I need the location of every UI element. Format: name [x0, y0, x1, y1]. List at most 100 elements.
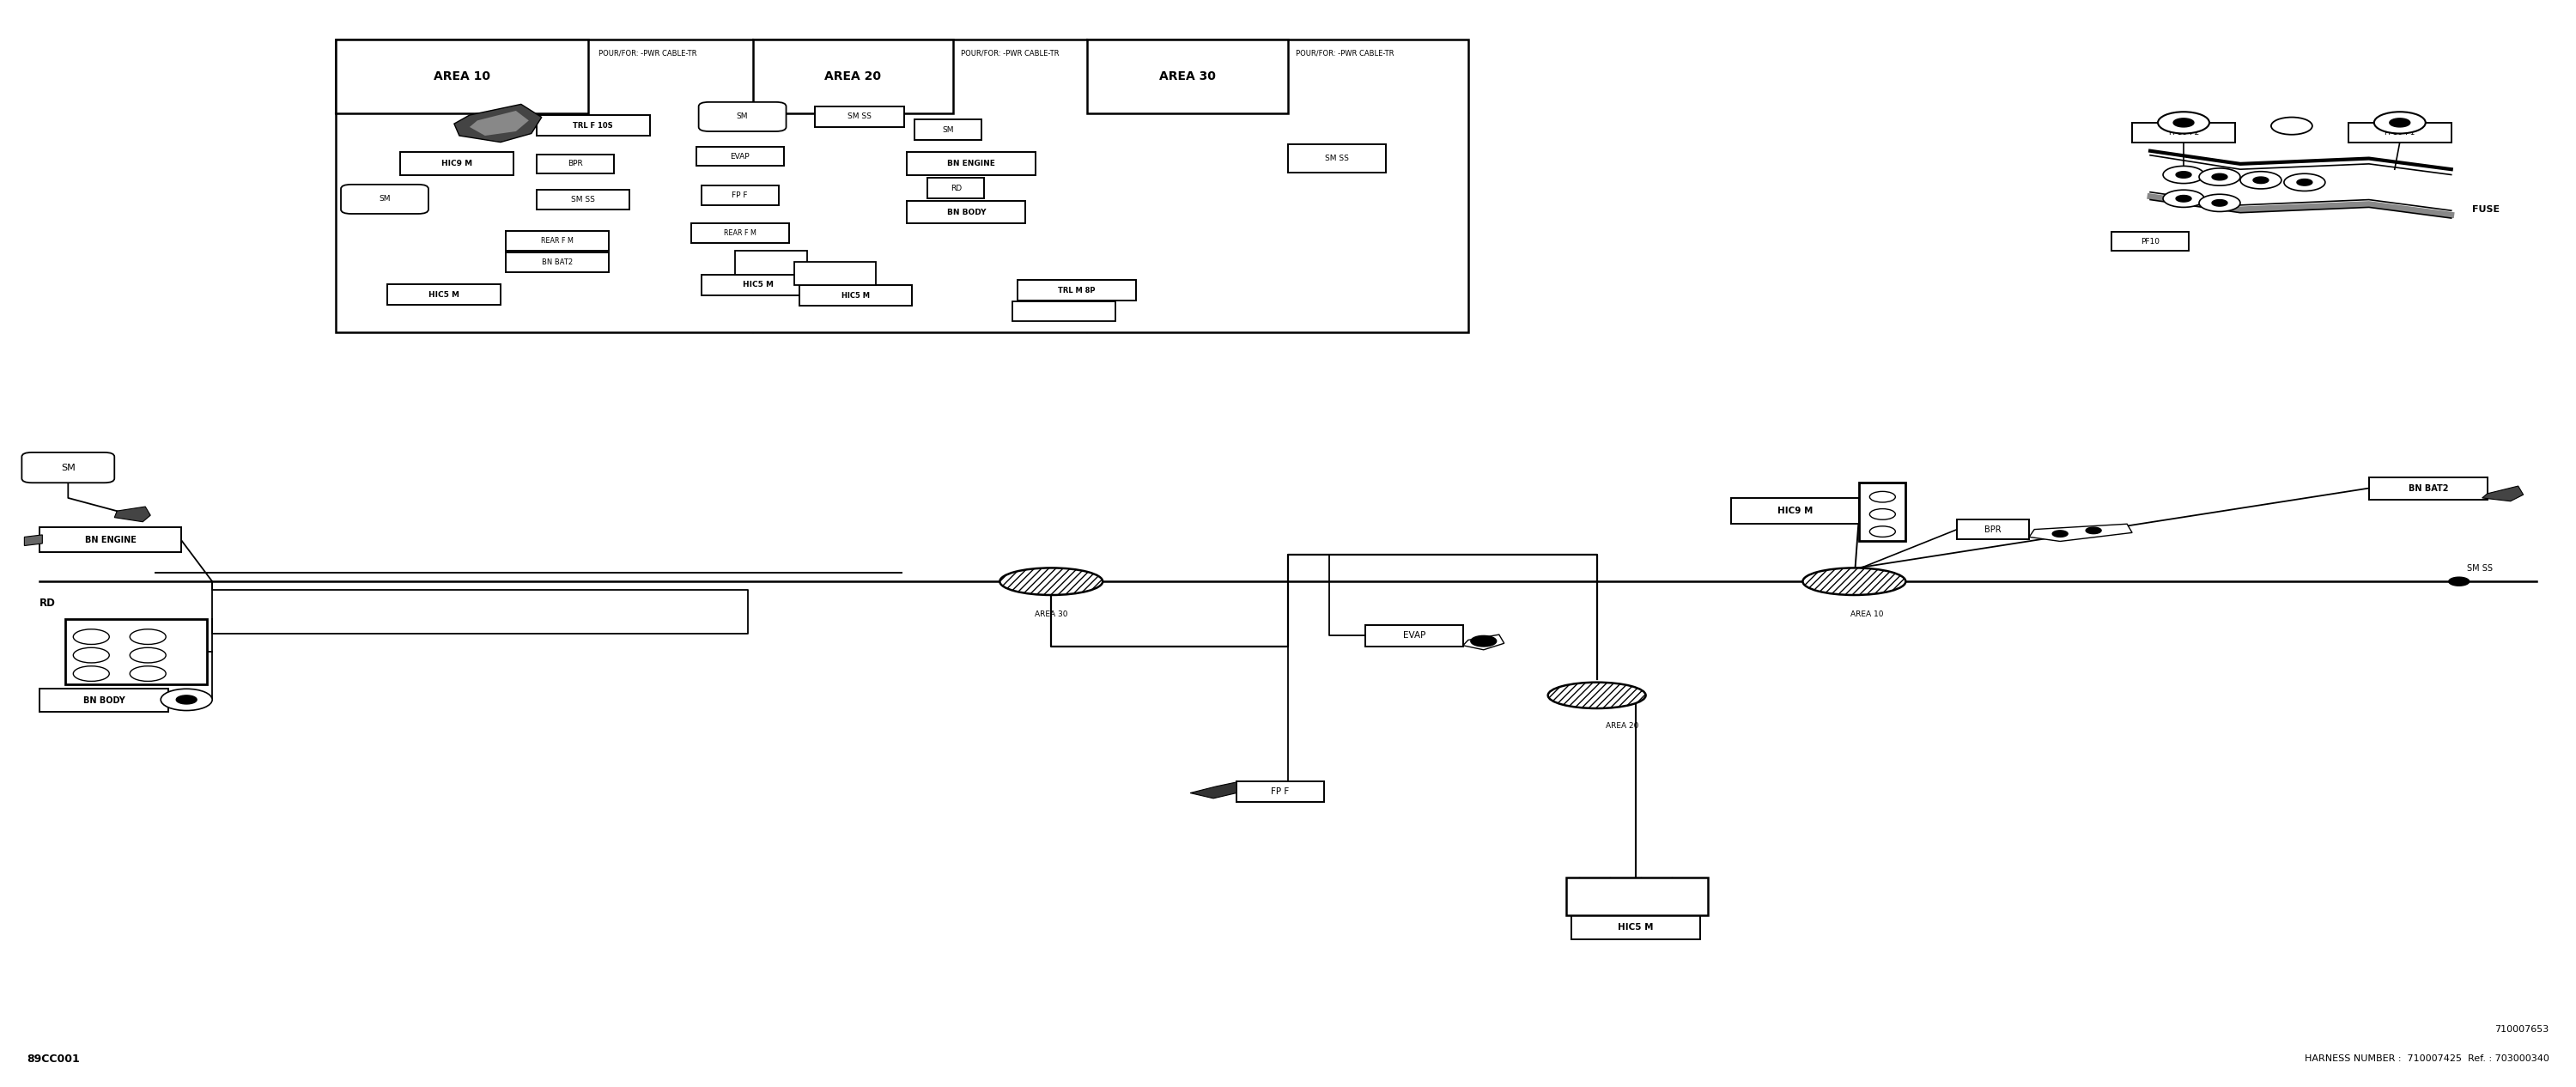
- FancyBboxPatch shape: [1288, 145, 1386, 173]
- Text: SM SS: SM SS: [848, 113, 871, 121]
- FancyBboxPatch shape: [793, 262, 876, 286]
- Text: BPR: BPR: [1984, 525, 2002, 534]
- Text: SM SS: SM SS: [572, 196, 595, 203]
- Text: POUR/FOR: -PWR CABLE-TR: POUR/FOR: -PWR CABLE-TR: [1296, 49, 1394, 58]
- Text: AREA 30: AREA 30: [1159, 70, 1216, 82]
- Polygon shape: [2177, 196, 2192, 202]
- Circle shape: [2164, 190, 2205, 208]
- Polygon shape: [2254, 177, 2269, 184]
- Circle shape: [129, 648, 165, 663]
- Circle shape: [2200, 195, 2241, 212]
- Text: EVAP: EVAP: [729, 152, 750, 160]
- FancyBboxPatch shape: [1566, 877, 1708, 915]
- Circle shape: [2159, 112, 2210, 134]
- FancyBboxPatch shape: [1236, 782, 1324, 801]
- Text: BN ENGINE: BN ENGINE: [85, 536, 137, 544]
- Circle shape: [1870, 509, 1896, 520]
- Circle shape: [72, 666, 108, 682]
- Text: AREA 30: AREA 30: [1036, 610, 1069, 617]
- Circle shape: [1870, 526, 1896, 537]
- FancyBboxPatch shape: [399, 152, 513, 175]
- Ellipse shape: [999, 567, 1103, 595]
- FancyBboxPatch shape: [1571, 915, 1700, 939]
- Polygon shape: [2391, 118, 2411, 127]
- Text: REAR F M: REAR F M: [541, 237, 574, 245]
- Circle shape: [2272, 117, 2313, 135]
- Text: HIC5 M: HIC5 M: [428, 290, 459, 299]
- Text: BN BAT2: BN BAT2: [2409, 485, 2447, 493]
- FancyBboxPatch shape: [814, 107, 904, 127]
- FancyBboxPatch shape: [1731, 498, 1860, 524]
- Polygon shape: [2177, 172, 2192, 178]
- Polygon shape: [23, 535, 41, 546]
- Text: HARNESS NUMBER :  710007425  Ref. : 703000340: HARNESS NUMBER : 710007425 Ref. : 703000…: [2306, 1054, 2550, 1063]
- Text: 89CC001: 89CC001: [26, 1053, 80, 1064]
- FancyBboxPatch shape: [1365, 625, 1463, 647]
- Text: BN BAT2: BN BAT2: [541, 259, 572, 266]
- FancyBboxPatch shape: [927, 178, 984, 199]
- Circle shape: [2375, 112, 2427, 134]
- Circle shape: [72, 629, 108, 645]
- Polygon shape: [2213, 174, 2228, 180]
- FancyBboxPatch shape: [799, 286, 912, 305]
- Text: HIC9 M: HIC9 M: [440, 160, 471, 167]
- Circle shape: [2285, 174, 2326, 191]
- Text: HIC5 M: HIC5 M: [842, 291, 871, 300]
- FancyBboxPatch shape: [914, 120, 981, 140]
- Polygon shape: [1463, 635, 1504, 650]
- Polygon shape: [175, 696, 196, 704]
- Text: HIC5 M: HIC5 M: [742, 280, 773, 289]
- Circle shape: [1870, 491, 1896, 502]
- Text: PF10-P1: PF10-P1: [2385, 128, 2416, 136]
- Polygon shape: [1471, 636, 1497, 647]
- FancyBboxPatch shape: [386, 285, 500, 304]
- Text: FP F: FP F: [732, 191, 747, 199]
- FancyBboxPatch shape: [734, 251, 806, 275]
- Polygon shape: [2174, 118, 2195, 127]
- Polygon shape: [2483, 486, 2524, 501]
- FancyBboxPatch shape: [340, 185, 428, 214]
- Polygon shape: [469, 111, 528, 136]
- Polygon shape: [113, 507, 149, 522]
- FancyBboxPatch shape: [505, 232, 608, 251]
- Text: HIC9 M: HIC9 M: [1777, 507, 1814, 515]
- FancyBboxPatch shape: [64, 620, 206, 685]
- Text: POUR/FOR: -PWR CABLE-TR: POUR/FOR: -PWR CABLE-TR: [598, 49, 696, 58]
- Text: POUR/FOR: -PWR CABLE-TR: POUR/FOR: -PWR CABLE-TR: [961, 49, 1059, 58]
- Polygon shape: [453, 104, 541, 142]
- Ellipse shape: [1548, 683, 1646, 709]
- Polygon shape: [1190, 783, 1236, 798]
- Circle shape: [2200, 168, 2241, 186]
- Text: SM: SM: [379, 196, 392, 203]
- FancyBboxPatch shape: [536, 115, 649, 136]
- FancyBboxPatch shape: [2133, 123, 2236, 142]
- Text: PF10-P2: PF10-P2: [2169, 128, 2200, 136]
- FancyBboxPatch shape: [505, 253, 608, 273]
- Text: AREA 10: AREA 10: [433, 70, 489, 82]
- FancyBboxPatch shape: [335, 39, 587, 113]
- Text: PF10: PF10: [2141, 238, 2159, 246]
- FancyBboxPatch shape: [2112, 233, 2190, 251]
- FancyBboxPatch shape: [39, 689, 167, 712]
- Polygon shape: [2213, 200, 2228, 207]
- Text: SM SS: SM SS: [2468, 564, 2494, 573]
- Text: EVAP: EVAP: [1404, 632, 1425, 640]
- FancyBboxPatch shape: [39, 527, 180, 552]
- Polygon shape: [2298, 179, 2313, 186]
- FancyBboxPatch shape: [701, 186, 778, 205]
- Text: SM: SM: [943, 126, 953, 134]
- FancyBboxPatch shape: [536, 190, 629, 210]
- Text: BN ENGINE: BN ENGINE: [948, 160, 994, 167]
- Text: FP F: FP F: [1270, 787, 1291, 796]
- Ellipse shape: [1803, 567, 1906, 595]
- Text: RD: RD: [951, 185, 961, 192]
- Circle shape: [129, 629, 165, 645]
- Text: BN BODY: BN BODY: [82, 696, 126, 704]
- Text: SM SS: SM SS: [1324, 154, 1350, 162]
- Text: TRL F 10S: TRL F 10S: [572, 122, 613, 129]
- FancyBboxPatch shape: [1860, 483, 1906, 541]
- FancyBboxPatch shape: [696, 147, 783, 166]
- Text: RD: RD: [39, 598, 57, 609]
- FancyBboxPatch shape: [335, 39, 1468, 332]
- Circle shape: [2164, 166, 2205, 184]
